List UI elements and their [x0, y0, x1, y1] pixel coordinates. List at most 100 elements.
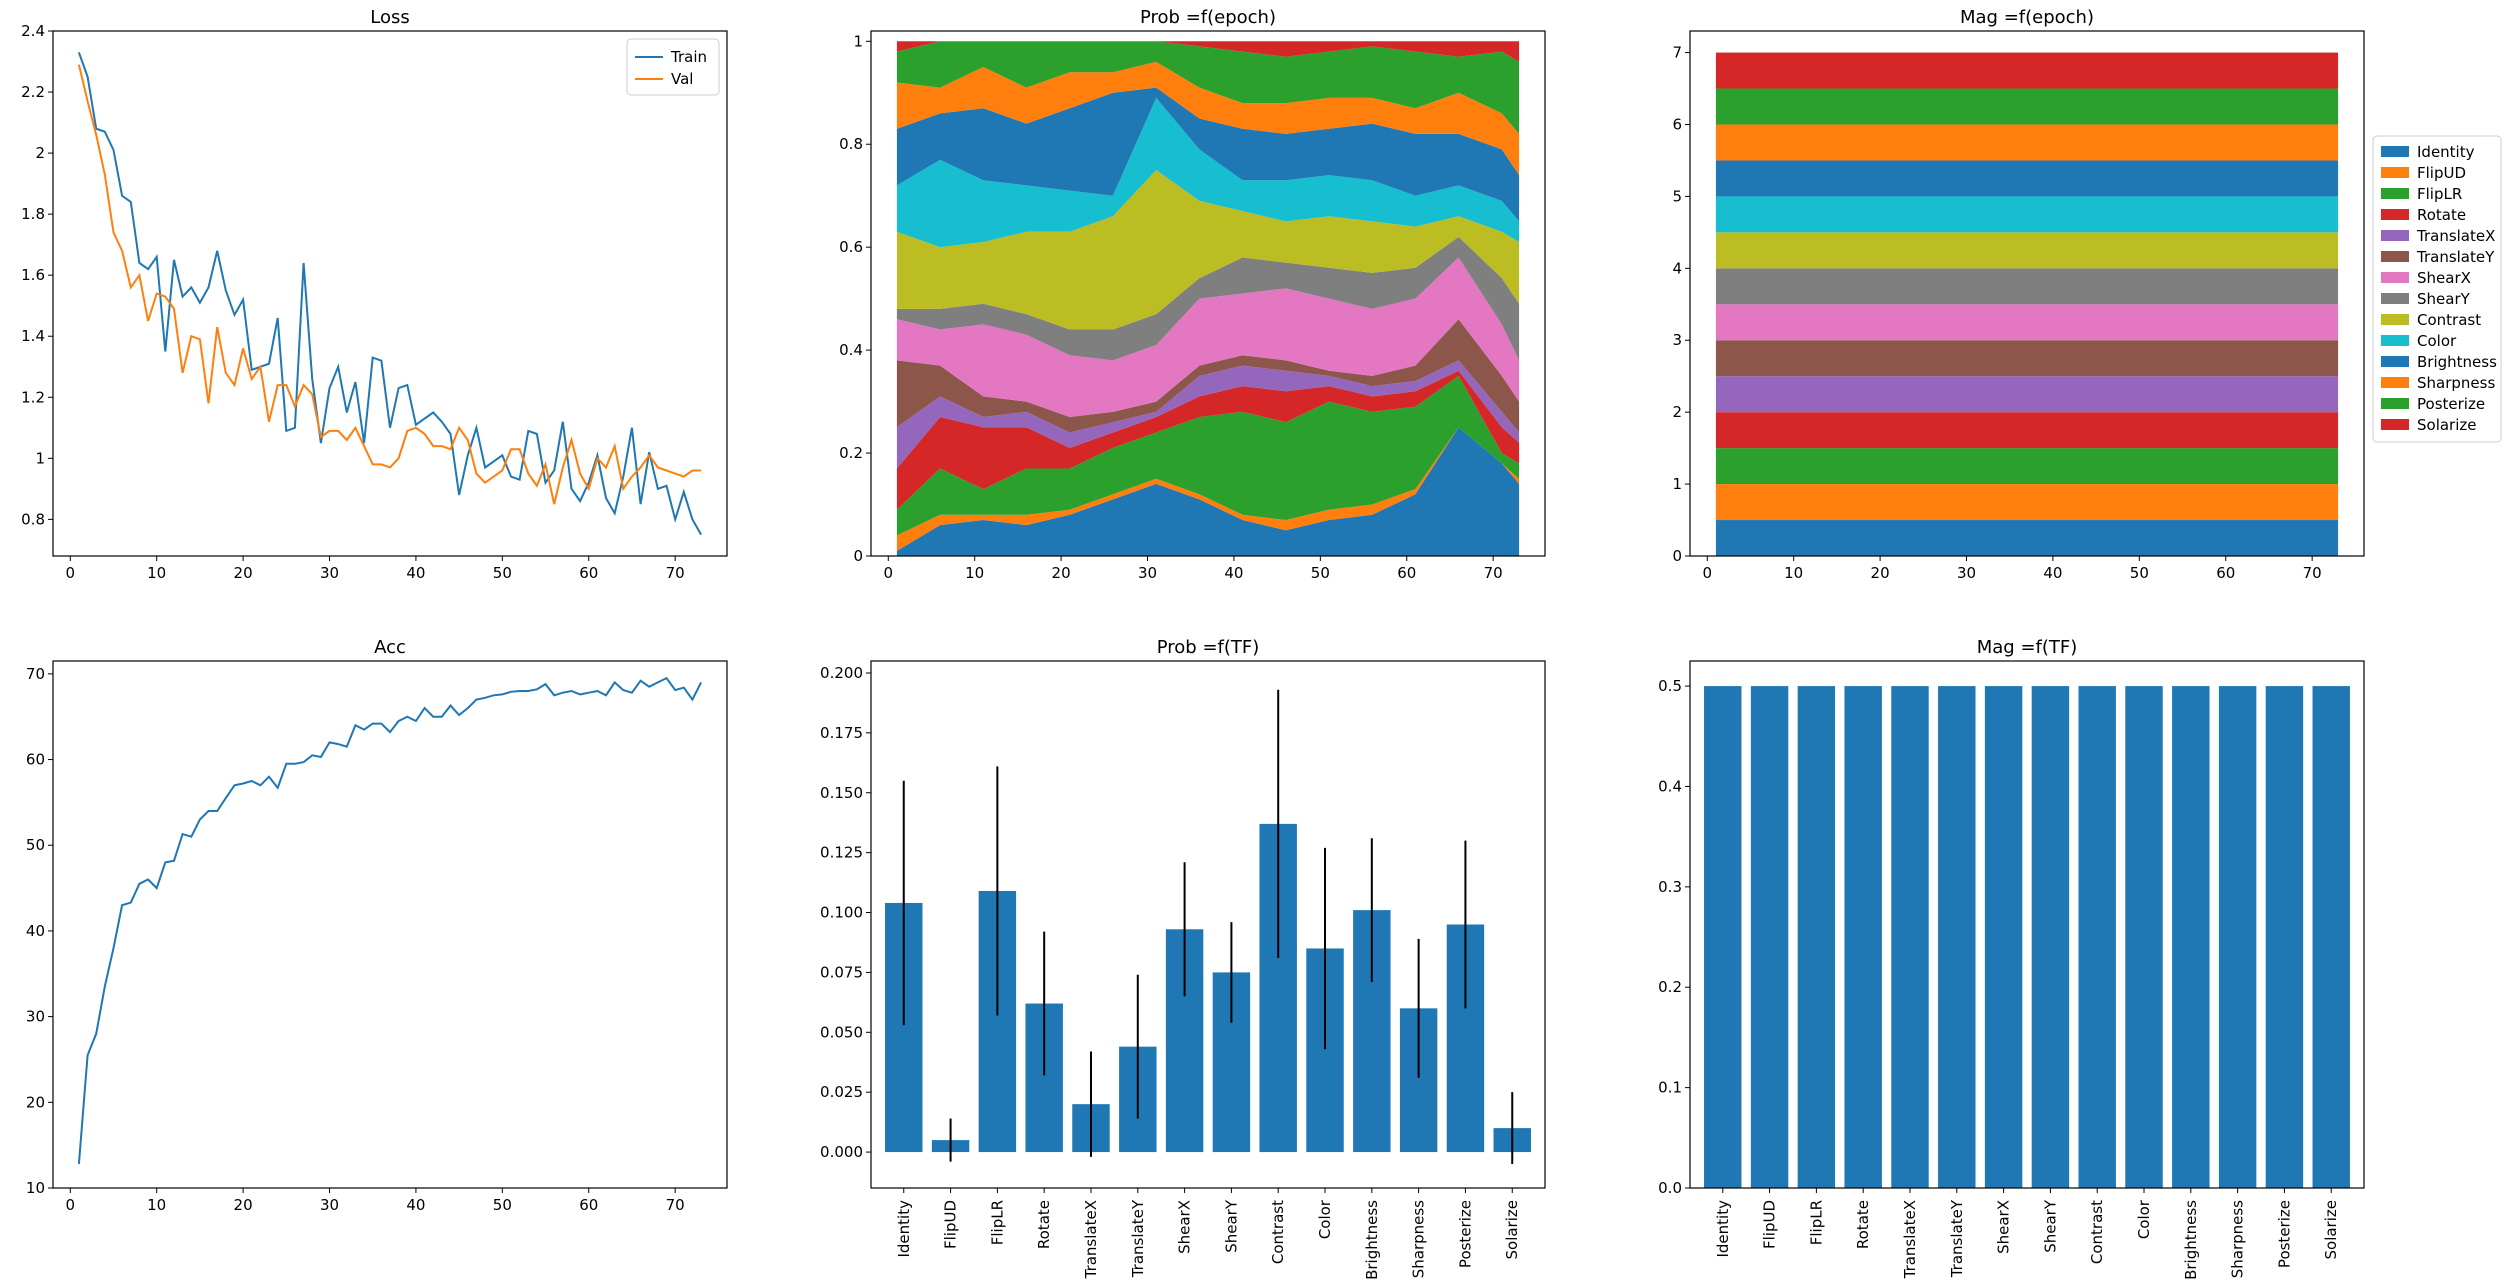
prob-xtick-label: 60 — [1397, 564, 1416, 582]
mag-band-posterize — [1715, 88, 2339, 125]
prob-area-rotate — [896, 370, 1520, 510]
mag-band-shearx — [1715, 304, 2339, 341]
prob-tf-xtick-label: Solarize — [1503, 1200, 1521, 1260]
mag-legend-swatch — [2381, 209, 2409, 220]
acc-ytick-label: 10 — [26, 1179, 45, 1197]
prob-tf-ytick-label: 0.125 — [820, 844, 863, 862]
prob-area-sheary — [896, 236, 1520, 361]
mag-band-translatex — [1715, 376, 2339, 413]
mag-ytick-label: 7 — [1672, 44, 1682, 62]
mag-band-solarize — [1715, 52, 2339, 89]
mag-tf-xtick-label: ShearY — [2041, 1199, 2059, 1253]
mag-band-fliplr — [1715, 448, 2339, 485]
prob-tf-ytick-label: 0.000 — [820, 1143, 863, 1161]
loss-ytick-label: 2.2 — [21, 83, 45, 101]
mag-tf-bar-sheary — [2031, 686, 2070, 1188]
loss-xtick-label: 40 — [406, 564, 425, 582]
mag-legend-swatch — [2381, 377, 2409, 388]
prob-xtick-label: 0 — [884, 564, 894, 582]
loss-xtick-label: 70 — [666, 564, 685, 582]
prob-tf-xtick-label: Sharpness — [1410, 1200, 1428, 1278]
acc-xtick-label: 70 — [666, 1196, 685, 1214]
mag-tf-bar-color — [2125, 686, 2163, 1188]
prob-area-translatey — [896, 319, 1520, 433]
prob-xtick-label: 40 — [1224, 564, 1243, 582]
mag-tf-bar-sharpness — [2218, 686, 2257, 1188]
mag-legend-label: Solarize — [2417, 416, 2477, 434]
mag-band-contrast — [1715, 232, 2339, 269]
loss-legend-box — [626, 38, 720, 96]
prob-xtick-label: 10 — [965, 564, 984, 582]
acc-xtick-label: 0 — [66, 1196, 76, 1214]
mag-band-translatey — [1715, 340, 2339, 377]
mag-band-rotate — [1715, 412, 2339, 449]
mag-legend-label: Brightness — [2417, 353, 2497, 371]
mag-tf-bar-flipud — [1750, 686, 1789, 1188]
prob-tf-xtick-label: Identity — [895, 1200, 913, 1258]
prob-ytick-label: 1 — [853, 32, 863, 50]
loss-ytick-label: 1 — [35, 449, 45, 467]
prob-area-shearx — [896, 257, 1520, 417]
mag-tf-xtick-label: Brightness — [2182, 1200, 2200, 1280]
mag-tf-frame — [1689, 660, 2365, 1189]
mag-ytick-label: 1 — [1672, 475, 1682, 493]
mag-tf-xtick-label: FlipUD — [1761, 1200, 1779, 1249]
prob-xtick-label: 30 — [1138, 564, 1157, 582]
mag-legend-swatch — [2381, 335, 2409, 346]
mag-legend-swatch — [2381, 230, 2409, 241]
prob-tf-xtick-label: ShearX — [1176, 1200, 1194, 1254]
mag-tf-xtick-label: Identity — [1714, 1200, 1732, 1258]
mag-band-brightness — [1715, 160, 2339, 197]
prob-tf-xtick-label: Brightness — [1363, 1200, 1381, 1280]
prob-tf-ytick-label: 0.025 — [820, 1083, 863, 1101]
prob-area-brightness — [896, 87, 1520, 222]
mag-legend-label: FlipLR — [2417, 185, 2462, 203]
mag-tf-xtick-label: Sharpness — [2229, 1200, 2247, 1278]
mag-legend-label: TranslateX — [2416, 227, 2495, 245]
loss-ytick-label: 1.8 — [21, 205, 45, 223]
acc-xtick-label: 60 — [579, 1196, 598, 1214]
prob-area-sharpness — [896, 61, 1520, 176]
prob-tf-xtick-label: Rotate — [1035, 1200, 1053, 1249]
loss-ytick-label: 1.4 — [21, 327, 45, 345]
mag-legend-label: Sharpness — [2417, 374, 2495, 392]
prob-xtick-label: 50 — [1311, 564, 1330, 582]
mag-tf-ytick-label: 0.2 — [1658, 978, 1682, 996]
mag-band-flipud — [1715, 484, 2339, 521]
prob-ytick-label: 0 — [853, 547, 863, 565]
mag-tf-bar-translatey — [1938, 686, 1976, 1188]
acc-xtick-label: 10 — [147, 1196, 166, 1214]
mag-legend-swatch — [2381, 398, 2409, 409]
loss-line-val — [77, 64, 702, 505]
mag-ytick-label: 3 — [1672, 331, 1682, 349]
loss-xtick-label: 20 — [234, 564, 253, 582]
mag-tf-xtick-label: ShearX — [1995, 1200, 2013, 1254]
loss-ytick-label: 1.6 — [21, 266, 45, 284]
acc-ytick-label: 60 — [26, 751, 45, 769]
prob-title: Prob =f(epoch) — [1140, 7, 1276, 28]
mag-legend-swatch — [2381, 251, 2409, 262]
mag-band-color — [1715, 196, 2339, 233]
prob-ytick-label: 0.8 — [839, 135, 863, 153]
mag-legend-label: Rotate — [2417, 206, 2466, 224]
loss-ytick-label: 1.2 — [21, 388, 45, 406]
acc-line — [77, 676, 702, 1165]
mag-tf-bar-fliplr — [1797, 686, 1836, 1188]
prob-frame — [870, 30, 1546, 557]
prob-tf-ytick-label: 0.200 — [820, 664, 863, 682]
mag-legend-label: Contrast — [2417, 311, 2481, 329]
prob-area-translatex — [896, 360, 1520, 469]
mag-legend-swatch — [2381, 167, 2409, 178]
mag-tf-ytick-label: 0.5 — [1658, 677, 1682, 695]
loss-title: Loss — [370, 7, 409, 28]
prob-tf-ytick-label: 0.075 — [820, 963, 863, 981]
mag-tf-xtick-label: FlipLR — [1807, 1200, 1825, 1245]
loss-xtick-label: 30 — [320, 564, 339, 582]
mag-tf-title: Mag =f(TF) — [1977, 637, 2078, 658]
mag-legend-label: ShearX — [2417, 269, 2471, 287]
loss-frame — [52, 30, 728, 557]
loss-ytick-label: 2.4 — [21, 22, 45, 40]
loss-legend-label: Val — [671, 70, 693, 88]
prob-tf-xtick-label: Color — [1316, 1199, 1334, 1239]
mag-tf-xtick-label: TranslateY — [1948, 1199, 1966, 1278]
